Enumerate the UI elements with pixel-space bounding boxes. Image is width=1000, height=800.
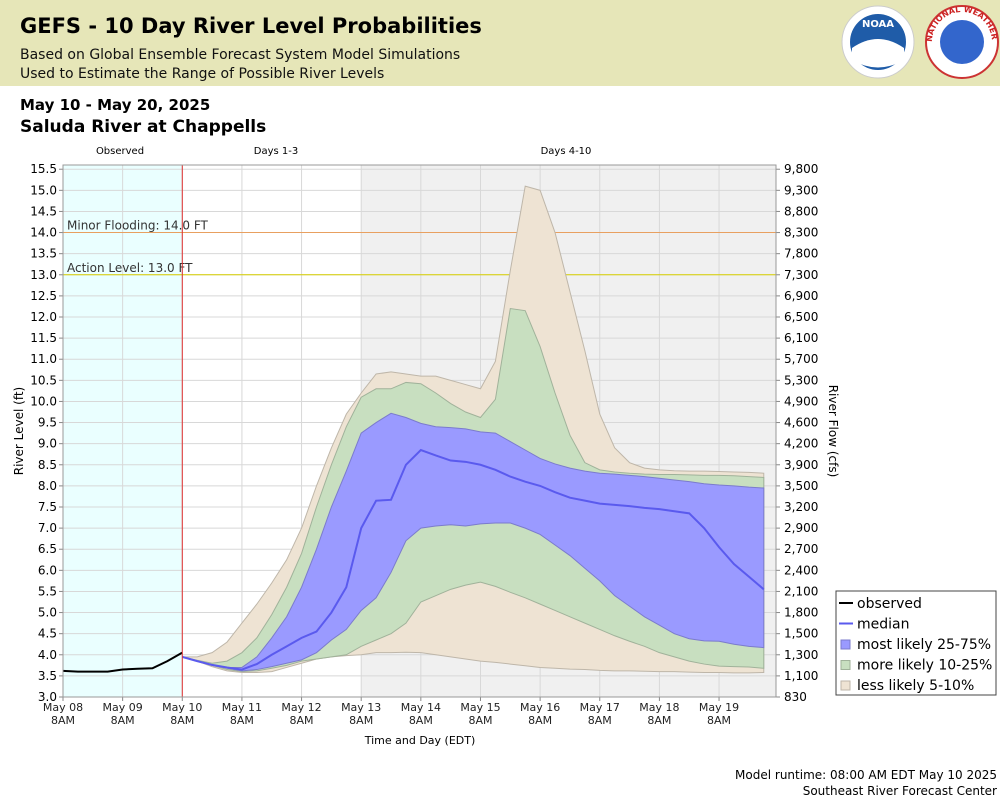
legend-label: less likely 5-10%	[857, 678, 974, 694]
y-tick-label: 7.0	[38, 521, 57, 535]
y-tick-label: 5.0	[38, 606, 57, 620]
legend-label: more likely 10-25%	[857, 658, 992, 674]
y2-tick-label: 3,200	[784, 500, 818, 514]
date-range: May 10 - May 20, 2025	[20, 96, 210, 114]
header-band	[0, 0, 1000, 86]
y-tick-label: 14.5	[30, 204, 57, 218]
x-tick-label: May 15 8AM	[460, 701, 501, 727]
legend-label: median	[857, 617, 909, 633]
y-tick-label: 3.0	[38, 690, 57, 704]
y-tick-label: 15.0	[30, 183, 57, 197]
y2-tick-label: 1,100	[784, 669, 818, 683]
y-tick-label: 4.0	[38, 648, 57, 662]
y-tick-label: 8.0	[38, 479, 57, 493]
y-tick-label: 6.0	[38, 563, 57, 577]
y2-tick-label: 9,300	[784, 183, 818, 197]
noaa-logo	[852, 39, 904, 68]
x-tick-label: May 19 8AM	[698, 701, 740, 727]
y-tick-label: 9.0	[38, 437, 57, 451]
nws-logo	[940, 20, 984, 64]
legend-swatch	[840, 660, 851, 670]
y2-tick-label: 1,300	[784, 648, 818, 662]
period-label: Days 4-10	[541, 146, 592, 157]
y2-tick-label: 2,900	[784, 521, 818, 535]
location: Saluda River at Chappells	[20, 117, 266, 137]
x-tick-label: May 14 8AM	[400, 701, 441, 727]
y2-tick-label: 6,500	[784, 310, 818, 324]
y-tick-label: 13.0	[30, 268, 57, 282]
y2-tick-label: 8,800	[784, 204, 818, 218]
noaa-logo-text: NOAA	[862, 19, 894, 30]
y-tick-label: 5.5	[38, 584, 57, 598]
y2-tick-label: 4,900	[784, 394, 818, 408]
y2-tick-label: 2,700	[784, 542, 818, 556]
y-tick-label: 11.5	[30, 331, 57, 345]
y-axis-label: River Level (ft)	[12, 387, 26, 475]
y-tick-label: 14.0	[30, 226, 57, 240]
y2-tick-label: 8,300	[784, 226, 818, 240]
x-tick-label: May 16 8AM	[519, 701, 561, 727]
y2-tick-label: 2,400	[784, 563, 818, 577]
x-tick-label: May 10 8AM	[162, 701, 203, 727]
y-tick-label: 9.5	[38, 416, 57, 430]
legend-label: most likely 25-75%	[857, 637, 991, 653]
x-tick-label: May 17 8AM	[579, 701, 620, 727]
y-tick-label: 4.5	[38, 627, 57, 641]
y2-tick-label: 5,700	[784, 352, 818, 366]
y-tick-label: 12.0	[30, 310, 57, 324]
y2-tick-label: 830	[784, 690, 807, 704]
y-tick-label: 12.5	[30, 289, 57, 303]
y-tick-label: 10.5	[30, 373, 57, 387]
y2-tick-label: 6,900	[784, 289, 818, 303]
period-label: Observed	[96, 146, 144, 157]
y2-tick-label: 2,100	[784, 584, 818, 598]
x-tick-label: May 12 8AM	[281, 701, 322, 727]
y2-tick-label: 9,800	[784, 162, 818, 176]
threshold-label: Action Level: 13.0 FT	[67, 261, 193, 275]
y2-tick-label: 6,100	[784, 331, 818, 345]
subtitle: Used to Estimate the Range of Possible R…	[20, 66, 384, 82]
subtitle: Based on Global Ensemble Forecast System…	[20, 47, 460, 63]
y2-tick-label: 4,600	[784, 416, 818, 430]
y2-tick-label: 1,500	[784, 627, 818, 641]
y-tick-label: 7.5	[38, 500, 57, 514]
y2-tick-label: 3,500	[784, 479, 818, 493]
period-label: Days 1-3	[254, 146, 298, 157]
footer-center: Southeast River Forecast Center	[803, 784, 997, 798]
threshold-label: Minor Flooding: 14.0 FT	[67, 219, 209, 233]
legend-swatch	[840, 680, 851, 691]
y2-tick-label: 4,200	[784, 437, 818, 451]
x-tick-label: May 13 8AM	[341, 701, 382, 727]
y2-tick-label: 3,900	[784, 458, 818, 472]
y-tick-label: 10.0	[30, 394, 57, 408]
y2-tick-label: 7,800	[784, 247, 818, 261]
y2-tick-label: 7,300	[784, 268, 818, 282]
series-line	[62, 651, 183, 673]
title: GEFS - 10 Day River Level Probabilities	[20, 14, 482, 38]
x-axis-label: Time and Day (EDT)	[364, 734, 476, 747]
series-line	[182, 448, 765, 671]
y2-tick-label: 5,300	[784, 373, 818, 387]
y-tick-label: 3.5	[38, 669, 57, 683]
x-tick-label: May 18 8AM	[639, 701, 680, 727]
x-tick-label: May 09 8AM	[102, 701, 143, 727]
legend-label: observed	[857, 596, 922, 612]
y-tick-label: 6.5	[38, 542, 57, 556]
legend-swatch	[840, 639, 851, 650]
y-tick-label: 13.5	[30, 247, 57, 261]
x-tick-label: May 08 8AM	[42, 701, 84, 727]
x-tick-label: May 11 8AM	[221, 701, 263, 727]
y-tick-label: 11.0	[30, 352, 57, 366]
y2-tick-label: 1,800	[784, 606, 818, 620]
plot-border	[62, 164, 777, 698]
band-area	[182, 412, 765, 672]
y-tick-label: 8.5	[38, 458, 57, 472]
y2-axis-label: River Flow (cfs)	[826, 385, 840, 478]
y-tick-label: 15.5	[30, 162, 57, 176]
legend-box	[835, 590, 997, 696]
footer-runtime: Model runtime: 08:00 AM EDT May 10 2025	[735, 768, 997, 782]
